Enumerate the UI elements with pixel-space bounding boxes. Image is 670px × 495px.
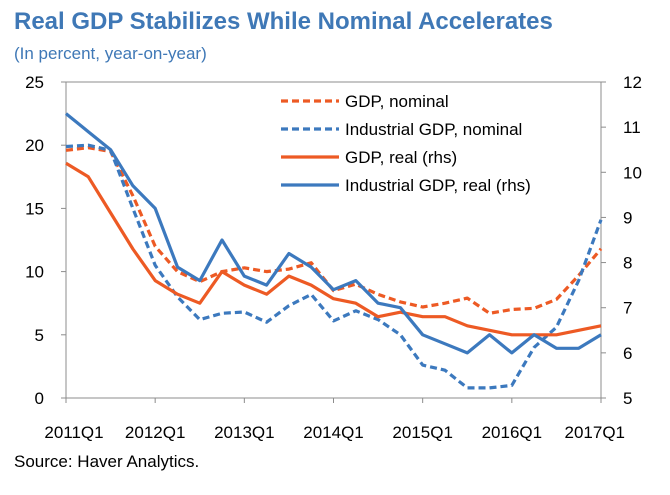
y-right-tick-label: 8 — [623, 254, 632, 273]
chart-source: Source: Haver Analytics. — [14, 452, 200, 471]
y-right-tick-label: 7 — [623, 299, 632, 318]
y-right-tick-label: 5 — [623, 389, 632, 408]
legend-label-2: Industrial GDP, nominal — [345, 120, 522, 139]
legend-label-4: Industrial GDP, real (rhs) — [345, 176, 531, 195]
chart-title: Real GDP Stabilizes While Nominal Accele… — [14, 8, 553, 35]
y-right-tick-label: 6 — [623, 344, 632, 363]
x-tick-label: 2012Q1 — [125, 423, 186, 442]
y-right-tick-label: 9 — [623, 208, 632, 227]
y-left-tick-label: 15 — [25, 199, 44, 218]
x-tick-label: 2016Q1 — [482, 423, 543, 442]
chart-subtitle: (In percent, year-on-year) — [14, 44, 207, 63]
x-tick-label: 2011Q1 — [44, 423, 103, 442]
y-left-tick-label: 25 — [25, 73, 44, 92]
series-line-2 — [65, 143, 603, 390]
y-left-tick-label: 0 — [35, 389, 44, 408]
legend-label-1: GDP, nominal — [345, 92, 449, 111]
y-right-tick-label: 10 — [623, 163, 642, 182]
legend-label-3: GDP, real (rhs) — [345, 148, 457, 167]
series-line-3 — [65, 161, 602, 337]
x-tick-label: 2014Q1 — [303, 423, 364, 442]
y-right-tick-label: 11 — [623, 118, 641, 137]
x-tick-label: 2015Q1 — [392, 423, 453, 442]
x-tick-label: 2013Q1 — [214, 423, 275, 442]
x-tick-label: 2017Q1 — [565, 423, 626, 442]
y-left-tick-label: 20 — [25, 136, 44, 155]
y-left-tick-label: 5 — [35, 326, 44, 345]
y-right-tick-label: 12 — [623, 73, 642, 92]
y-left-tick-label: 10 — [25, 263, 44, 282]
line-chart: 0 5 10 15 20 25 5 6 7 8 9 10 11 12 2011Q1 2012Q1 2013Q1 2… — [25, 73, 642, 442]
series-line-4 — [64, 112, 602, 355]
